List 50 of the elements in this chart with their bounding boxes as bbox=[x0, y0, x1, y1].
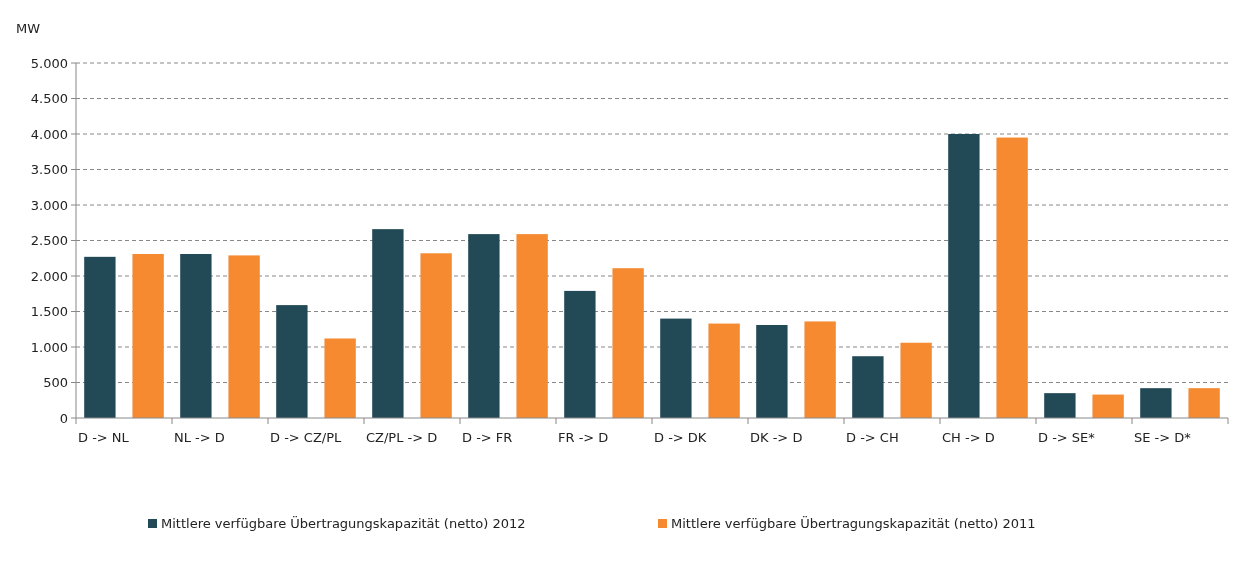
legend-label: Mittlere verfügbare Übertragungskapazität (netto) 2012 bbox=[161, 515, 526, 531]
bar bbox=[660, 318, 692, 418]
y-tick-label: 5.000 bbox=[30, 55, 68, 71]
bar bbox=[900, 342, 932, 418]
bar bbox=[324, 338, 356, 418]
bar bbox=[420, 253, 452, 418]
y-tick-label: 4.500 bbox=[30, 91, 68, 107]
bar bbox=[852, 356, 884, 418]
legend-label: Mittlere verfügbare Übertragungskapazität (netto) 2011 bbox=[671, 515, 1036, 531]
bar bbox=[948, 134, 980, 418]
bar bbox=[180, 253, 212, 418]
x-tick-label: D -> SE* bbox=[1038, 430, 1096, 445]
bar bbox=[708, 323, 740, 418]
y-tick-label: 0 bbox=[59, 410, 68, 426]
bar bbox=[468, 234, 500, 418]
y-axis-title: MW bbox=[16, 21, 41, 36]
bar bbox=[372, 229, 404, 418]
bar bbox=[132, 253, 164, 418]
bar bbox=[564, 290, 596, 418]
x-tick-label: SE -> D* bbox=[1134, 430, 1192, 445]
x-tick-label: NL -> D bbox=[174, 430, 225, 445]
y-tick-label: 500 bbox=[43, 375, 68, 391]
y-tick-label: 1.500 bbox=[30, 304, 68, 320]
y-tick-label: 2.500 bbox=[30, 233, 68, 249]
bar bbox=[276, 305, 308, 418]
y-tick-label: 3.500 bbox=[30, 162, 68, 178]
bar bbox=[756, 324, 788, 418]
x-tick-label: D -> NL bbox=[78, 430, 130, 445]
bar bbox=[612, 268, 644, 418]
y-tick-label: 2.000 bbox=[30, 268, 68, 284]
x-tick-label: D -> CH bbox=[846, 430, 899, 445]
y-tick-label: 1.000 bbox=[30, 339, 68, 355]
bar bbox=[804, 321, 836, 418]
bar bbox=[1188, 388, 1220, 418]
bar bbox=[1140, 388, 1172, 418]
bar bbox=[996, 137, 1028, 418]
x-tick-label: FR -> D bbox=[558, 430, 609, 445]
bar bbox=[1044, 393, 1076, 418]
x-tick-label: D -> FR bbox=[462, 430, 513, 445]
bar bbox=[516, 234, 548, 418]
x-tick-label: CZ/PL -> D bbox=[366, 430, 438, 445]
x-tick-label: CH -> D bbox=[942, 430, 995, 445]
y-tick-label: 4.000 bbox=[30, 126, 68, 142]
bar bbox=[1092, 394, 1124, 418]
x-tick-label: DK -> D bbox=[750, 430, 803, 445]
y-tick-label: 3.000 bbox=[30, 197, 68, 213]
bar bbox=[84, 256, 116, 418]
bar bbox=[228, 255, 260, 418]
x-tick-label: D -> CZ/PL bbox=[270, 430, 343, 445]
x-tick-label: D -> DK bbox=[654, 430, 707, 445]
